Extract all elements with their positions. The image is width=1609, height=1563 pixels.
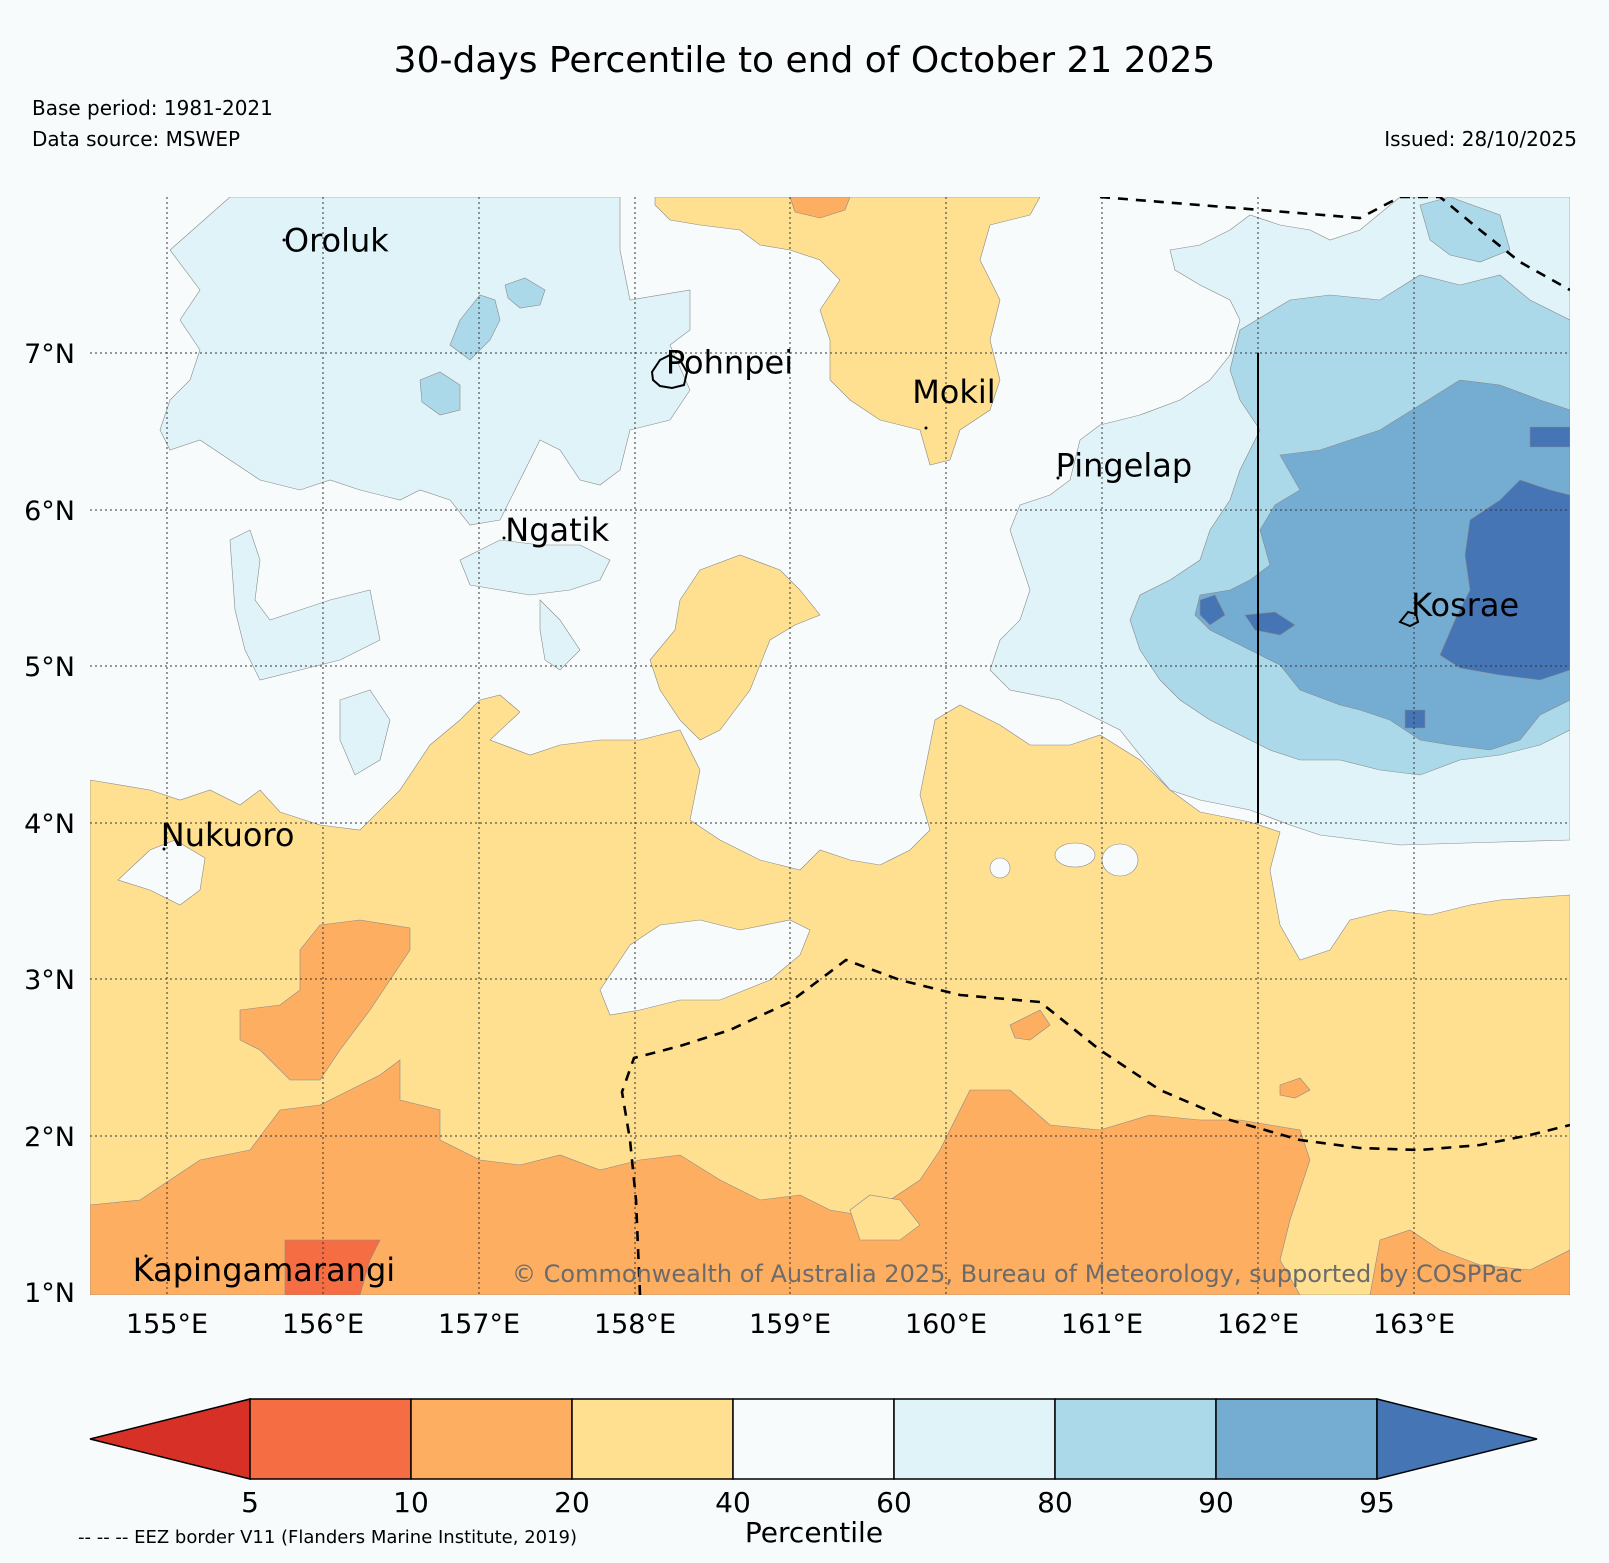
place-label-kapingamarangi: Kapingamarangi — [133, 1251, 395, 1289]
band-20-40-middle — [649, 554, 821, 741]
place-label-ngatik: Ngatik — [505, 511, 609, 549]
place-label-pohnpei: Pohnpei — [666, 343, 793, 381]
lat-label: 3°N — [24, 965, 75, 996]
lon-label: 161°E — [1061, 1309, 1143, 1340]
colorbar: 5 10 20 40 60 80 90 95 Percentile — [89, 1398, 1538, 1549]
percentile-fill-layer — [90, 197, 1570, 1295]
island-dot — [1056, 476, 1060, 480]
band-10-20-spot — [1279, 1077, 1311, 1099]
band-20-40-inner — [849, 1194, 921, 1241]
island-dot — [924, 426, 928, 430]
band-above-95-spot — [1404, 709, 1426, 729]
lat-label: 1°N — [24, 1278, 75, 1309]
band-5-10-north — [789, 197, 851, 219]
lon-label: 162°E — [1217, 1309, 1299, 1340]
colorbar-bin-above-95 — [1376, 1398, 1538, 1480]
lat-label: 4°N — [24, 809, 75, 840]
band-60-80-spot — [539, 599, 581, 671]
colorbar-bin-60-80 — [893, 1398, 1056, 1480]
lon-label: 160°E — [905, 1309, 987, 1340]
place-label-nukuoro: Nukuoro — [161, 816, 295, 854]
lon-label: 158°E — [594, 1309, 676, 1340]
band-above-95-spot — [1529, 426, 1570, 448]
map-title: 30-days Percentile to end of October 21 … — [393, 40, 1216, 81]
graticule — [90, 197, 1570, 1295]
place-label-oroluk: Oroluk — [284, 221, 389, 259]
longitude-labels: 155°E 156°E 157°E 158°E 159°E 160°E 161°… — [126, 1309, 1455, 1340]
lon-label: 159°E — [749, 1309, 831, 1340]
lon-label: 163°E — [1373, 1309, 1455, 1340]
colorbar-tick: 5 — [241, 1486, 259, 1519]
colorbar-label: Percentile — [745, 1516, 883, 1549]
band-80-90-spot — [419, 371, 461, 416]
band-80-90-spot — [504, 277, 546, 309]
band-60-80-west — [229, 529, 381, 681]
lat-label: 5°N — [24, 652, 75, 683]
issued-date: Issued: 28/10/2025 — [1384, 127, 1577, 151]
island-outline-pohnpei — [650, 353, 689, 390]
band-60-80-ngatik — [459, 539, 611, 596]
band-5-10-kapinga — [284, 1239, 381, 1295]
island-dot — [502, 536, 506, 540]
colorbar-tick: 40 — [715, 1486, 751, 1519]
colorbar-tick: 60 — [876, 1486, 912, 1519]
island-dot — [162, 847, 166, 851]
lat-label: 2°N — [24, 1122, 75, 1153]
island-dot — [282, 238, 286, 242]
band-above-95-east — [1439, 479, 1570, 681]
colorbar-tick: 80 — [1037, 1486, 1073, 1519]
colorbar-bin-90-95 — [1215, 1398, 1378, 1480]
base-period: Base period: 1981-2021 — [32, 96, 273, 120]
place-labels: Oroluk Pohnpei Mokil Pingelap Ngatik Kosrae Nu… — [133, 221, 1519, 1289]
colorbar-bin-20-40 — [571, 1398, 734, 1480]
latitude-labels: 7°N 6°N 5°N 4°N 3°N 2°N 1°N — [24, 339, 75, 1309]
band-10-20-south — [90, 1059, 1311, 1295]
colorbar-tick: 10 — [393, 1486, 429, 1519]
band-above-95-spot — [1199, 594, 1226, 626]
island-dot — [144, 1254, 148, 1258]
data-source: Data source: MSWEP — [32, 127, 241, 151]
colorbar-bin-40-60 — [732, 1398, 895, 1480]
eez-legend-note: -- -- -- EEZ border V11 (Flanders Marine… — [78, 1527, 577, 1548]
lat-label: 6°N — [24, 496, 75, 527]
lon-label: 156°E — [282, 1309, 364, 1340]
lon-label: 157°E — [438, 1309, 520, 1340]
place-label-pingelap: Pingelap — [1056, 447, 1193, 485]
colorbar-bin-5-10 — [249, 1398, 412, 1480]
band-10-20-west — [239, 919, 411, 1081]
copyright-text: © Commonwealth of Australia 2025, Bureau… — [512, 1260, 1523, 1288]
place-label-kosrae: Kosrae — [1411, 586, 1519, 624]
band-40-60-spot — [1101, 843, 1139, 877]
band-80-90-ne — [1419, 197, 1511, 263]
band-80-90-spot — [449, 294, 501, 361]
eez-border — [620, 197, 1570, 1295]
band-60-80-spot — [339, 689, 391, 776]
lon-label: 155°E — [126, 1309, 208, 1340]
colorbar-tick: 90 — [1198, 1486, 1234, 1519]
lat-label: 7°N — [24, 339, 75, 370]
place-label-mokil: Mokil — [912, 373, 996, 411]
band-20-40-north — [654, 197, 1041, 466]
colorbar-bin-10-20 — [410, 1398, 573, 1480]
colorbar-tick: 95 — [1359, 1486, 1395, 1519]
band-10-20-spot — [1009, 1009, 1051, 1041]
band-40-60-nukuoro — [117, 839, 206, 906]
band-40-60-spot — [1054, 842, 1096, 868]
band-60-80-northwest — [159, 197, 691, 526]
island-outline-kosrae — [1398, 610, 1420, 628]
colorbar-bin-below-5 — [89, 1398, 251, 1480]
colorbar-tick: 20 — [554, 1486, 590, 1519]
band-40-60-spot — [989, 857, 1011, 879]
colorbar-bin-80-90 — [1054, 1398, 1217, 1480]
band-10-20-east — [1369, 1229, 1570, 1295]
band-40-60-hole — [599, 919, 811, 1016]
